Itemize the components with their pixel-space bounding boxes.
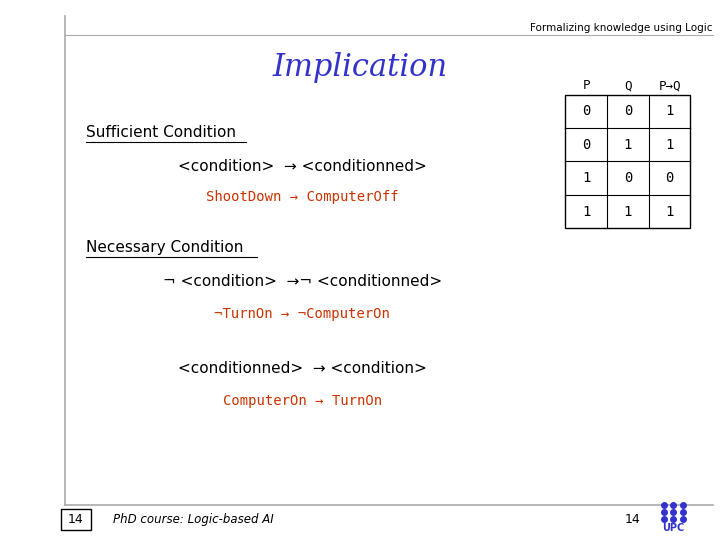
Text: 1: 1 [624,205,632,219]
Text: 0: 0 [665,171,674,185]
Text: 1: 1 [582,171,590,185]
Text: 1: 1 [665,138,674,152]
Text: 1: 1 [582,205,590,219]
Text: P→Q: P→Q [658,79,681,92]
Text: Formalizing knowledge using Logic: Formalizing knowledge using Logic [531,23,713,33]
Text: <condition>  → <conditionned>: <condition> → <conditionned> [178,159,427,174]
FancyBboxPatch shape [61,509,91,530]
Text: 0: 0 [624,171,632,185]
Text: 1: 1 [624,138,632,152]
Text: 0: 0 [624,104,632,118]
Text: ¬ <condition>  →¬ <conditionned>: ¬ <condition> →¬ <conditionned> [163,274,442,289]
Text: Q: Q [624,79,631,92]
Text: 14: 14 [624,513,640,526]
Text: P: P [582,79,590,92]
Text: 0: 0 [582,104,590,118]
Text: <conditionned>  → <condition>: <conditionned> → <condition> [178,361,427,376]
Text: 1: 1 [665,205,674,219]
Text: ¬TurnOn → ¬ComputerOn: ¬TurnOn → ¬ComputerOn [215,307,390,321]
Text: 0: 0 [582,138,590,152]
Text: UPC: UPC [662,523,684,533]
Text: ShootDown → ComputerOff: ShootDown → ComputerOff [206,190,399,204]
Text: PhD course: Logic-based AI: PhD course: Logic-based AI [113,513,274,526]
Text: Implication: Implication [272,52,448,83]
Text: Sufficient Condition: Sufficient Condition [86,125,236,140]
Bar [565,94,690,228]
Text: 1: 1 [665,104,674,118]
Text: ComputerOn → TurnOn: ComputerOn → TurnOn [222,394,382,408]
Text: Necessary Condition: Necessary Condition [86,240,244,255]
Text: 14: 14 [68,513,84,526]
